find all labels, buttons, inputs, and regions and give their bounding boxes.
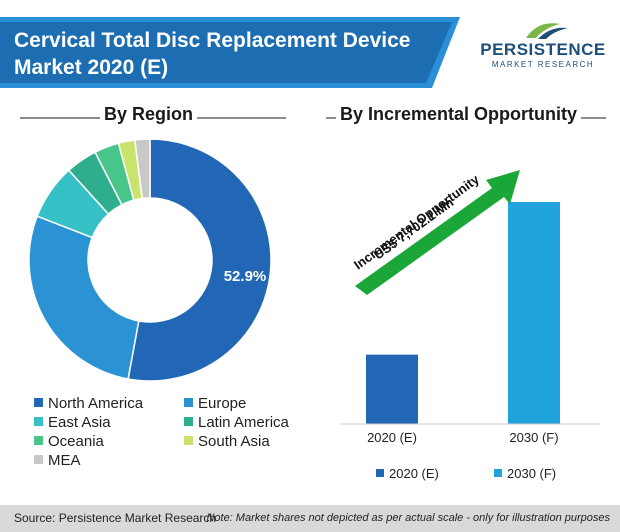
legend-item-mea: MEA	[34, 452, 81, 469]
donut-slice-north-america	[127, 140, 272, 382]
legend-item-europe: Europe	[184, 395, 246, 412]
page-title: Cervical Total Disc Replacement Device M…	[14, 27, 454, 81]
legend-item-east-asia: East Asia	[34, 414, 111, 431]
legend-label-mea: MEA	[48, 452, 81, 469]
footer-source: Source: Persistence Market Research	[14, 511, 217, 525]
footer-bar: Source: Persistence Market Research Note…	[0, 505, 620, 532]
legend-item-north-america: North America	[34, 395, 143, 412]
donut-slice-europe	[28, 215, 140, 380]
bar-legend-swatch-2030	[494, 469, 502, 477]
bar-2020	[366, 354, 418, 424]
bar-legend-item-2020: 2020 (E)	[376, 466, 439, 481]
legend-label-south-asia: South Asia	[198, 433, 270, 450]
legend-swatch-mea	[34, 455, 43, 464]
title-banner	[0, 17, 460, 88]
opportunity-bar-chart: 2020 (E) 2030 (F) US$ 7,702.1 Mn Incremen…	[340, 170, 600, 445]
opportunity-chart-title: By Incremental Opportunity	[336, 104, 582, 125]
donut-slice-mea	[134, 140, 151, 200]
bar-legend-label-2030: 2030 (F)	[507, 466, 557, 481]
region-donut-chart: 52.9%	[28, 140, 272, 382]
title-line-1: Cervical Total Disc Replacement Device	[14, 29, 411, 52]
company-logo: PERSISTENCE MARKET RESEARCH	[478, 18, 618, 80]
title-bar	[0, 22, 452, 83]
logo-name: PERSISTENCE	[480, 40, 606, 59]
bar-legend-label-2020: 2020 (E)	[389, 466, 439, 481]
legend-swatch-south-asia	[184, 436, 193, 445]
footer-note: Note: Market shares not depicted as per …	[206, 512, 610, 524]
logo-subtitle: MARKET RESEARCH	[491, 60, 595, 69]
donut-data-label: 52.9%	[224, 268, 267, 285]
legend-label-europe: Europe	[198, 395, 247, 412]
legend-swatch-east-asia	[34, 417, 43, 426]
legend-label-north-america: North America	[48, 395, 144, 412]
bar-2030	[508, 202, 560, 424]
bar-category-label-2030: 2030 (F)	[509, 430, 558, 445]
legend-label-east-asia: East Asia	[48, 414, 111, 431]
bar-legend-swatch-2020	[376, 469, 384, 477]
legend-item-oceania: Oceania	[34, 433, 104, 450]
bar-legend-item-2030: 2030 (F)	[494, 466, 556, 481]
region-chart-title: By Region	[100, 104, 198, 125]
legend-item-latin-america: Latin America	[184, 414, 289, 431]
legend-swatch-north-america	[34, 398, 43, 407]
bar-category-label-2020: 2020 (E)	[367, 430, 417, 445]
growth-arrow-icon	[355, 170, 520, 295]
legend-label-oceania: Oceania	[48, 433, 104, 450]
legend-item-south-asia: South Asia	[184, 433, 270, 450]
title-line-2: Market 2020 (E)	[14, 56, 169, 79]
legend-swatch-europe	[184, 398, 193, 407]
logo-leaf-icon	[526, 23, 568, 39]
legend-label-latin-america: Latin America	[198, 414, 289, 431]
legend-swatch-latin-america	[184, 417, 193, 426]
legend-swatch-oceania	[34, 436, 43, 445]
